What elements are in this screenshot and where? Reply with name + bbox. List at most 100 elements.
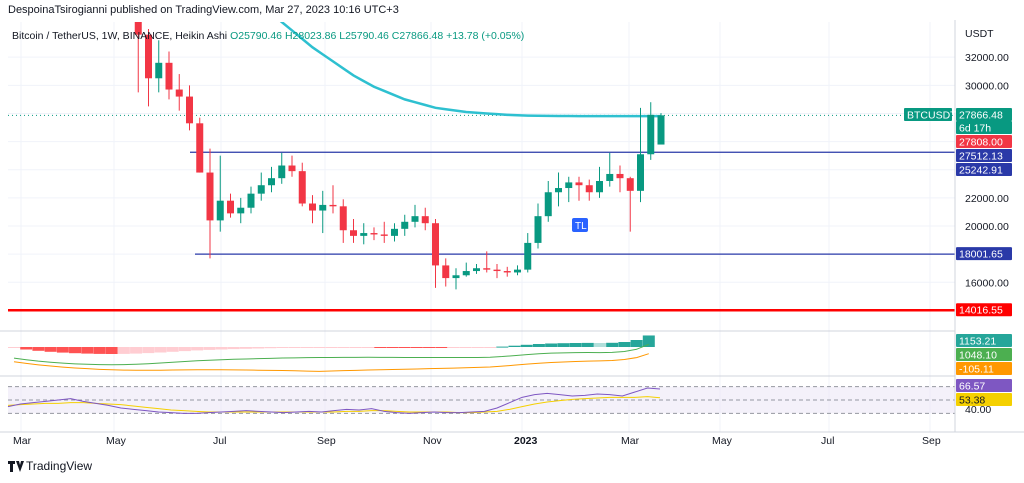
moving-average-line	[279, 22, 661, 118]
candle	[432, 218, 439, 288]
candle	[339, 199, 347, 243]
candle-body	[216, 200, 224, 221]
macd-histogram-bar	[532, 344, 545, 347]
publish-header: DespoinaTsirogianni published on Trading…	[8, 4, 399, 16]
candle-body	[257, 185, 265, 194]
x-tick-label: May	[712, 435, 733, 447]
candle-body	[432, 223, 439, 266]
candle-body	[350, 230, 357, 236]
candle-body	[616, 173, 624, 179]
signal-tag-bg	[956, 362, 1012, 375]
macd-histogram-bar	[69, 347, 82, 354]
candle	[319, 190, 327, 234]
macd-histogram-bar	[166, 347, 179, 352]
macd-line-tag-bg	[956, 348, 1012, 361]
macd-histogram-bar	[337, 347, 350, 348]
macd-histogram-bar	[20, 347, 33, 350]
macd-histogram-bar	[81, 347, 94, 354]
candle-body	[452, 275, 460, 279]
macd-histogram-bar	[105, 347, 118, 354]
candle-body	[565, 182, 573, 189]
macd-histogram-bar	[325, 347, 338, 348]
macd-histogram-bar	[264, 347, 277, 349]
candle-body	[309, 203, 316, 211]
candle-body	[196, 123, 204, 173]
candle-body	[339, 206, 347, 231]
candle	[565, 176, 573, 203]
x-tick-label: May	[106, 435, 127, 447]
y-tick-label: 30000.00	[965, 80, 1009, 92]
candles[interactable]: TL	[125, 0, 665, 290]
candle	[288, 155, 296, 177]
macd-histogram-bar	[630, 340, 643, 347]
level-tag: 25242.91	[959, 165, 1003, 177]
candle	[186, 85, 193, 131]
macd-histogram-bar	[313, 347, 326, 348]
macd-histogram-bar	[447, 347, 460, 348]
macd-histogram-bar	[508, 345, 521, 347]
candle-body	[391, 228, 398, 236]
sma-line	[279, 22, 661, 118]
y-tick-label: 22000.00	[965, 193, 1009, 205]
candle-body	[503, 271, 511, 273]
macd-histogram-bar	[581, 342, 594, 347]
x-tick-label: Nov	[423, 435, 442, 447]
ma-price-tag-bg	[956, 135, 1012, 148]
candle	[657, 113, 665, 145]
candle	[575, 176, 583, 201]
macd-histogram-bar	[642, 335, 655, 347]
candle-body	[585, 185, 593, 193]
macd-histogram-bar	[374, 347, 387, 348]
candle-body	[421, 216, 429, 224]
macd-histogram-bar	[435, 347, 448, 348]
candle	[370, 227, 378, 241]
ohlc-values: O25790.46 H28023.86 L25790.46 C27866.48 …	[230, 30, 525, 42]
candle	[206, 148, 214, 259]
level-tag-bg	[956, 303, 1012, 317]
macd-histogram-bar	[8, 347, 20, 348]
candle	[544, 180, 552, 222]
candle-body	[227, 200, 234, 214]
annotation-label: TL	[575, 221, 587, 232]
macd-histogram-bar	[459, 347, 472, 348]
currency-label: USDT	[965, 28, 994, 40]
candle	[555, 172, 562, 207]
candle	[165, 51, 173, 100]
macd-histogram-bar	[545, 343, 558, 347]
level-price-tag: 27512.13	[959, 151, 1003, 163]
candle-body	[145, 34, 152, 79]
macd-histogram-bar	[44, 347, 57, 352]
candle-body	[155, 62, 163, 79]
horizontal-levels	[8, 114, 955, 312]
macd-histogram-bar	[178, 347, 191, 352]
macd-histogram-bar	[203, 347, 216, 350]
macd-pane	[8, 335, 655, 372]
tradingview-logo-icon	[8, 461, 24, 472]
x-tick-label: Sep	[317, 435, 336, 447]
symbol-tag: BTCUSDT	[907, 110, 957, 122]
macd-line	[13, 343, 649, 366]
rsi-ma-tag-bg	[956, 393, 1012, 406]
macd-hist-tag: 1153.21	[959, 336, 996, 348]
candle	[503, 266, 511, 277]
level-tag-bg	[956, 247, 1012, 261]
countdown-tag: 6d 17h	[959, 123, 991, 135]
candle	[216, 155, 224, 232]
candle-body	[555, 188, 562, 193]
candle	[524, 233, 532, 273]
tradingview-footer[interactable]: TradingView	[8, 459, 92, 473]
macd-histogram-bar	[593, 343, 606, 347]
candle	[452, 268, 460, 290]
macd-histogram-bar	[484, 347, 497, 348]
candle-body	[493, 269, 501, 272]
rsi-tick-label: 40.00	[965, 404, 991, 416]
x-tick-label: Mar	[13, 435, 32, 447]
macd-histogram-bar	[349, 347, 362, 348]
candle-body	[134, 22, 142, 35]
candle	[134, 22, 142, 93]
macd-histogram-bar	[154, 347, 167, 353]
candle	[247, 186, 255, 214]
tradingview-brand: TradingView	[26, 459, 93, 473]
macd-histogram-bar	[191, 347, 204, 351]
